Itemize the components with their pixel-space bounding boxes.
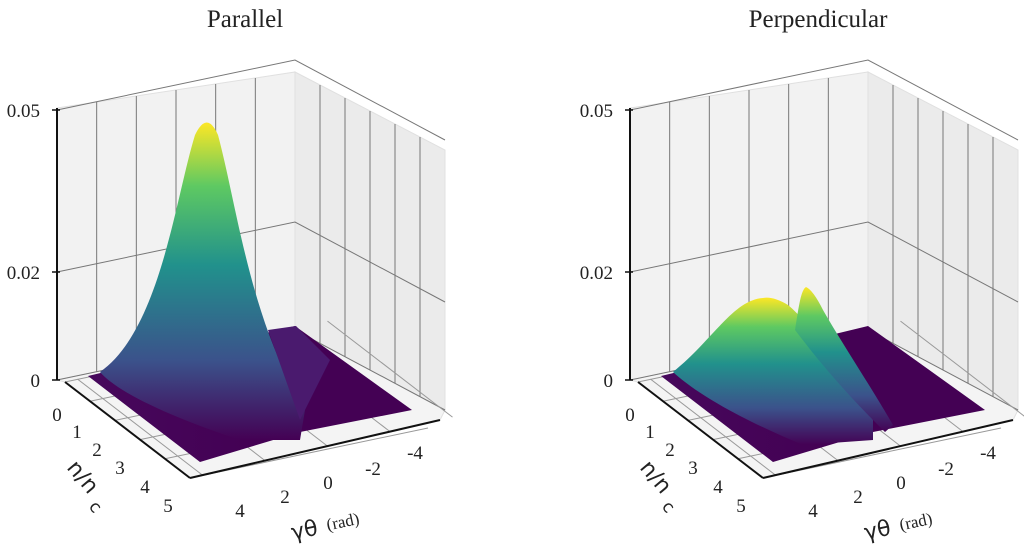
gridline (327, 320, 453, 418)
theta-axis-label: γθ (rad) (289, 509, 361, 545)
theta-tick-label: 4 (808, 501, 818, 522)
n-tick-label: 4 (713, 477, 723, 498)
n-tick-label: 5 (736, 496, 746, 517)
chart-title: Parallel (207, 6, 283, 33)
n-axis-label-sub: c (84, 497, 105, 517)
theta-axis-line (762, 419, 1014, 479)
surface-peak-left (673, 297, 873, 445)
n-axis-label: n/nc (61, 456, 105, 517)
n-tick-label: 3 (688, 458, 698, 479)
theta-tick-label: 0 (896, 473, 906, 494)
theta-axis-label-unit: (rad) (898, 509, 934, 534)
theta-axis-line (189, 419, 441, 479)
gridline (629, 221, 1019, 303)
n-axis-label-main: n/n (634, 456, 676, 499)
theta-axis-label: γθ (rad) (862, 509, 934, 545)
n-axis-line (64, 381, 191, 479)
z-tick-label: 0.02 (580, 263, 613, 284)
surface-ridge (268, 326, 330, 420)
n-tick-label: 0 (625, 405, 635, 426)
surface-peak-right (795, 287, 893, 432)
theta-tick-label: -4 (980, 443, 996, 464)
gridline (77, 378, 203, 476)
n-axis-label: n/nc (634, 456, 678, 517)
theta-axis-label-unit: (rad) (325, 509, 361, 534)
n-tick-label: 2 (665, 440, 675, 461)
n-axis-line (637, 381, 764, 479)
theta-tick-label: 2 (853, 487, 863, 508)
z-tick-label: 0.02 (7, 263, 40, 284)
z-tick-label: 0 (31, 371, 41, 392)
n-tick-label: 4 (140, 477, 150, 498)
theta-tick-label: 4 (235, 501, 245, 522)
theta-tick-label: 2 (280, 487, 290, 508)
n-tick-label: 0 (52, 405, 62, 426)
n-axis-label-sub: c (657, 497, 678, 517)
theta-tick-label: -2 (938, 459, 954, 480)
theta-tick-label: 0 (323, 473, 333, 494)
gridline (900, 320, 1024, 417)
theta-axis-label-main: γθ (862, 516, 893, 545)
n-tick-label: 5 (163, 496, 173, 517)
n-tick-label: 3 (115, 458, 125, 479)
theta-tick-label: -4 (407, 443, 423, 464)
n-tick-label: 2 (92, 440, 102, 461)
n-tick-label: 1 (645, 422, 655, 443)
gridline (56, 221, 446, 303)
theta-axis-label-main: γθ (289, 516, 320, 545)
n-tick-label: 1 (72, 422, 82, 443)
surface-peak (100, 122, 305, 440)
z-tick-label: 0 (604, 371, 614, 392)
n-axis-label-main: n/n (61, 456, 103, 499)
gridline (629, 59, 1019, 141)
z-tick-label: 0.05 (580, 101, 613, 122)
gridline (56, 59, 446, 141)
theta-tick-label: -2 (365, 459, 381, 480)
z-tick-label: 0.05 (7, 101, 40, 122)
chart-title: Perpendicular (749, 6, 889, 33)
gridline (650, 378, 776, 476)
